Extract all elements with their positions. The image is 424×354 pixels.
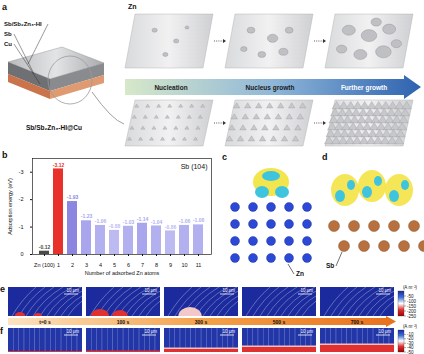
svg-text:-2: -2 <box>19 196 24 202</box>
svg-text:10 μm: 10 μm <box>378 288 391 293</box>
svg-text:-10: -10 <box>407 332 414 337</box>
svg-text:-1.06: -1.06 <box>179 218 191 224</box>
svg-text:10 μm: 10 μm <box>222 288 235 293</box>
svg-text:-0.86: -0.86 <box>165 224 177 230</box>
svg-text:300 s: 300 s <box>195 319 208 325</box>
svg-text:-40: -40 <box>407 345 414 351</box>
svg-text:c: c <box>222 152 227 162</box>
svg-text:10 μm: 10 μm <box>144 288 157 293</box>
svg-text:Zn: Zn <box>128 3 137 10</box>
svg-text:6: 6 <box>127 262 130 268</box>
svg-text:-1.03: -1.03 <box>123 219 135 225</box>
svg-text:e: e <box>0 284 5 294</box>
svg-text:3: 3 <box>85 262 88 268</box>
svg-text:10 μm: 10 μm <box>378 329 391 334</box>
svg-text:-1.04: -1.04 <box>151 219 163 225</box>
svg-text:-1.08: -1.08 <box>193 217 205 223</box>
svg-text:11: 11 <box>196 262 202 268</box>
svg-text:a: a <box>2 2 8 12</box>
svg-text:500 s: 500 s <box>273 319 286 325</box>
svg-text:-200: -200 <box>407 308 416 314</box>
svg-text:10 μm: 10 μm <box>66 329 79 334</box>
svg-text:d: d <box>322 152 328 162</box>
svg-text:-3.12: -3.12 <box>53 162 65 168</box>
svg-text:-20: -20 <box>407 336 414 342</box>
svg-text:b: b <box>2 150 8 160</box>
svg-text:-50: -50 <box>407 293 414 299</box>
svg-text:Nucleus growth: Nucleus growth <box>246 84 295 92</box>
svg-text:Sb/Sb₂Zn₃-HI: Sb/Sb₂Zn₃-HI <box>4 21 42 27</box>
svg-text:5: 5 <box>113 262 116 268</box>
svg-text:7: 7 <box>141 262 144 268</box>
svg-text:f: f <box>0 326 4 336</box>
svg-text:-30: -30 <box>407 340 414 346</box>
svg-text:10 μm: 10 μm <box>144 329 157 334</box>
svg-text:8: 8 <box>155 262 158 268</box>
svg-text:-1.93: -1.93 <box>67 194 79 200</box>
svg-text:10: 10 <box>181 262 187 268</box>
svg-text:-150: -150 <box>407 303 416 309</box>
svg-text:Zn (100): Zn (100) <box>34 262 55 268</box>
svg-text:100 s: 100 s <box>117 319 130 325</box>
svg-text:700 s: 700 s <box>351 319 364 325</box>
svg-text:0: 0 <box>20 251 23 257</box>
svg-text:10 μm: 10 μm <box>300 329 313 334</box>
svg-text:Zn: Zn <box>296 270 304 277</box>
svg-text:Sb (104): Sb (104) <box>181 163 208 171</box>
svg-text:-1: -1 <box>19 224 24 230</box>
svg-text:10 μm: 10 μm <box>300 288 313 293</box>
svg-text:(A m⁻²): (A m⁻²) <box>403 324 418 329</box>
svg-text:Sb: Sb <box>4 31 12 37</box>
svg-text:-0.88: -0.88 <box>109 223 121 229</box>
svg-text:Number of adsorbed Zn atoms: Number of adsorbed Zn atoms <box>85 270 160 276</box>
svg-text:1: 1 <box>57 262 60 268</box>
svg-text:10 μm: 10 μm <box>222 329 235 334</box>
svg-text:Sb: Sb <box>326 262 334 269</box>
svg-text:-3: -3 <box>19 169 24 175</box>
svg-text:-0.12: -0.12 <box>39 244 51 250</box>
svg-text:(A m⁻²): (A m⁻²) <box>403 285 418 290</box>
svg-text:-250: -250 <box>407 314 417 319</box>
svg-text:-100: -100 <box>407 298 416 304</box>
svg-text:Cu: Cu <box>4 41 12 47</box>
svg-text:t=0 s: t=0 s <box>39 319 51 325</box>
svg-text:-1.23: -1.23 <box>81 213 93 219</box>
svg-text:9: 9 <box>169 262 172 268</box>
svg-text:10 μm: 10 μm <box>66 288 79 293</box>
svg-text:2: 2 <box>71 262 74 268</box>
svg-text:Adsorption energy (eV): Adsorption energy (eV) <box>7 178 13 235</box>
svg-text:4: 4 <box>99 262 102 268</box>
svg-text:Nucleation: Nucleation <box>154 84 187 91</box>
svg-text:Further growth: Further growth <box>341 84 387 92</box>
svg-text:Sb/Sb₂Zn₃-HI@Cu: Sb/Sb₂Zn₃-HI@Cu <box>26 124 82 131</box>
svg-text:-1.06: -1.06 <box>95 218 107 224</box>
svg-text:-50: -50 <box>407 350 414 354</box>
svg-text:-1.14: -1.14 <box>137 216 149 222</box>
